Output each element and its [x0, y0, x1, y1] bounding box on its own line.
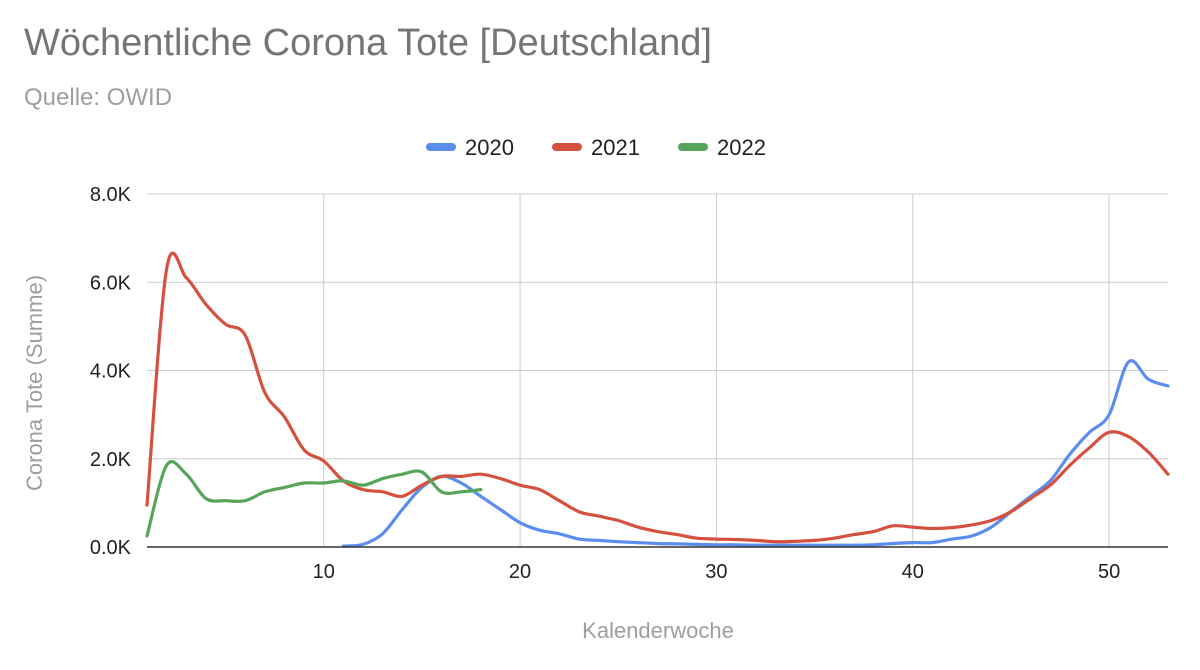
- series-lines: [145, 251, 1170, 548]
- y-tick-label: 2.0K: [90, 449, 132, 471]
- legend: 2020 2021 2022: [426, 135, 766, 160]
- series-line-2021: [145, 251, 1170, 544]
- x-tick-label: 10: [313, 561, 335, 583]
- gridlines: [147, 193, 1168, 547]
- chart-subtitle: Quelle: OWID: [24, 84, 173, 111]
- x-tick-label: 30: [705, 561, 727, 583]
- y-axis-title: Corona Tote (Summe): [22, 275, 47, 491]
- y-tick-label: 0.0K: [90, 537, 132, 559]
- legend-swatch-2020: [426, 143, 456, 151]
- legend-label-2022: 2022: [717, 135, 766, 160]
- legend-swatch-2021: [552, 143, 582, 151]
- x-tick-label: 50: [1098, 561, 1120, 583]
- series-line-2020: [341, 358, 1170, 548]
- y-tick-label: 4.0K: [90, 361, 132, 383]
- x-tick-label: 20: [509, 561, 531, 583]
- legend-label-2021: 2021: [591, 135, 640, 160]
- legend-label-2020: 2020: [465, 135, 514, 160]
- x-tick-label: 40: [902, 561, 924, 583]
- legend-swatch-2022: [678, 143, 708, 151]
- chart-title: Wöchentliche Corona Tote [Deutschland]: [24, 22, 712, 64]
- y-tick-label: 8.0K: [90, 184, 132, 206]
- y-tick-label: 6.0K: [90, 272, 132, 294]
- x-axis-title: Kalenderwoche: [582, 618, 734, 643]
- series-line-2022: [145, 460, 483, 538]
- axes: 0.0K 2.0K 4.0K 6.0K 8.0K 10 20 30 40 50: [90, 184, 1168, 583]
